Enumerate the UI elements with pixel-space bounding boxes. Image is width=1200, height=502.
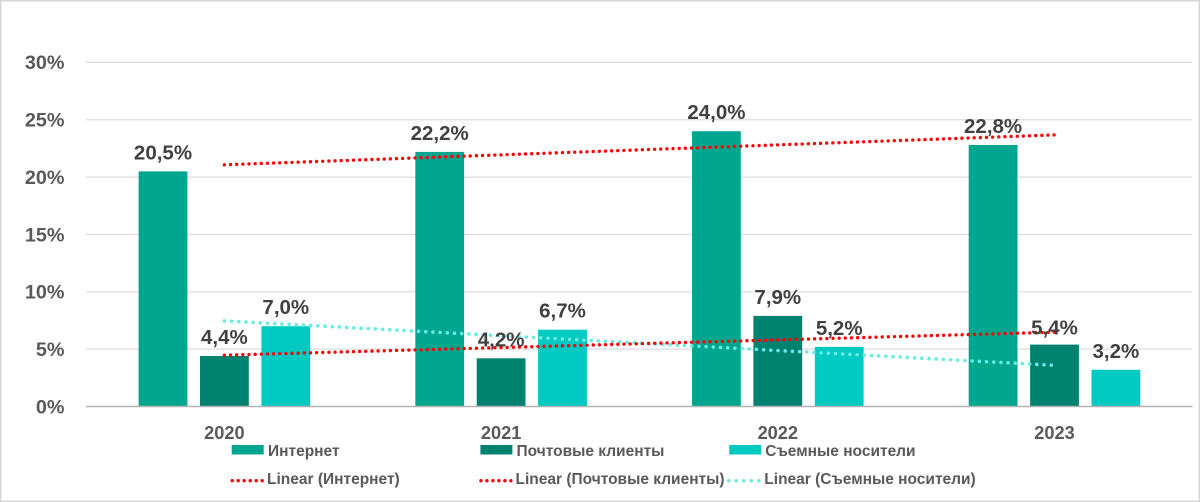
svg-text:Съемные носители: Съемные носители bbox=[765, 443, 915, 460]
svg-text:Linear (Почтовые клиенты): Linear (Почтовые клиенты) bbox=[516, 471, 725, 488]
svg-text:5%: 5% bbox=[36, 339, 65, 361]
svg-text:Интернет: Интернет bbox=[268, 443, 340, 460]
svg-text:2020: 2020 bbox=[204, 423, 244, 443]
svg-text:Linear (Съемные носители): Linear (Съемные носители) bbox=[764, 471, 975, 488]
svg-text:Linear (Интернет): Linear (Интернет) bbox=[267, 471, 400, 488]
svg-text:7,0%: 7,0% bbox=[262, 296, 309, 319]
svg-text:5,4%: 5,4% bbox=[1031, 316, 1078, 339]
svg-text:4,2%: 4,2% bbox=[478, 328, 525, 351]
svg-text:20,5%: 20,5% bbox=[134, 141, 192, 164]
svg-text:22,8%: 22,8% bbox=[964, 115, 1022, 138]
svg-text:15%: 15% bbox=[25, 224, 65, 246]
svg-text:10%: 10% bbox=[25, 282, 65, 304]
svg-text:7,9%: 7,9% bbox=[754, 286, 801, 309]
svg-text:2021: 2021 bbox=[481, 423, 521, 443]
svg-text:20%: 20% bbox=[25, 167, 65, 189]
svg-text:3,2%: 3,2% bbox=[1093, 340, 1140, 363]
svg-text:4,4%: 4,4% bbox=[201, 326, 248, 349]
svg-text:6,7%: 6,7% bbox=[539, 300, 586, 323]
svg-text:5,2%: 5,2% bbox=[816, 317, 863, 340]
svg-text:22,2%: 22,2% bbox=[411, 122, 469, 145]
svg-text:0%: 0% bbox=[36, 396, 65, 418]
svg-text:Почтовые клиенты: Почтовые клиенты bbox=[517, 443, 665, 460]
svg-text:2022: 2022 bbox=[758, 423, 798, 443]
svg-text:30%: 30% bbox=[25, 52, 65, 74]
svg-text:24,0%: 24,0% bbox=[687, 101, 745, 124]
svg-text:25%: 25% bbox=[25, 110, 65, 132]
svg-text:2023: 2023 bbox=[1034, 423, 1074, 443]
